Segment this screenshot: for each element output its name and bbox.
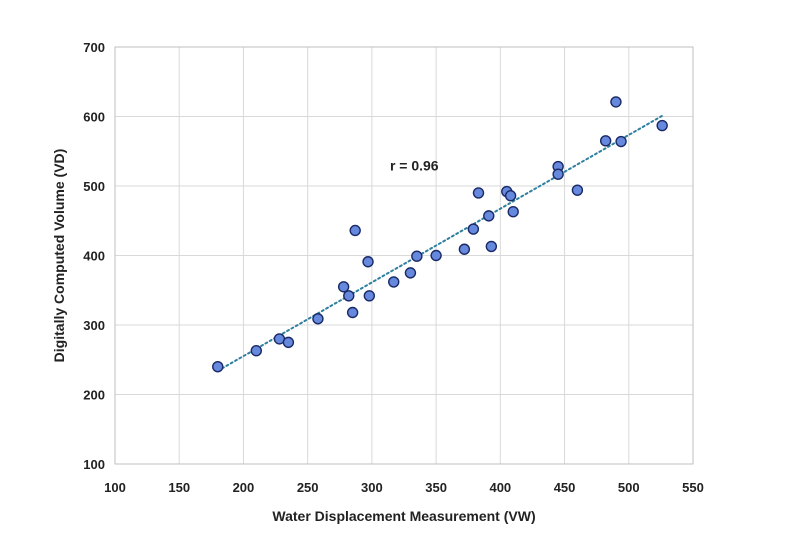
y-tick-label: 600 [83,110,105,125]
x-tick-label: 450 [554,480,576,495]
x-tick-label: 250 [297,480,319,495]
y-tick-label: 700 [83,40,105,55]
x-axis-tick-labels: 100 150 200 250 300 350 400 450 500 550 [104,480,704,495]
data-point [656,119,668,132]
y-axis-tick-labels: 100 200 300 400 500 600 700 [83,40,105,472]
data-point [337,281,350,293]
data-point [346,306,359,319]
x-tick-label: 550 [682,480,704,495]
data-point [404,267,417,279]
correlation-annotation: r = 0.96 [390,158,439,174]
y-axis-title: Digitally Computed Volume (VD) [51,149,67,363]
y-tick-label: 300 [83,318,105,333]
y-tick-label: 200 [83,388,105,403]
x-tick-label: 400 [489,480,511,495]
y-tick-label: 100 [83,457,105,472]
data-point [312,313,324,325]
x-tick-label: 500 [618,480,640,495]
data-point [250,345,262,357]
x-tick-label: 100 [104,480,126,495]
data-point [212,361,224,373]
data-point [467,223,480,235]
trendline [216,114,664,372]
data-point [552,168,564,180]
data-point [504,190,517,202]
data-point [349,224,361,237]
gridlines [114,46,694,465]
x-axis-title: Water Displacement Measurement (VW) [272,508,535,524]
data-point [411,250,423,262]
data-point [458,243,471,255]
x-tick-label: 200 [233,480,255,495]
x-tick-label: 150 [168,480,190,495]
y-tick-label: 500 [83,179,105,194]
data-points [212,96,668,373]
data-point [430,249,442,262]
data-point [599,135,612,147]
data-point [610,96,622,108]
data-point [363,290,376,302]
data-point [485,240,498,253]
data-point [507,206,519,218]
data-point [343,290,355,302]
data-point [615,135,627,148]
x-tick-label: 350 [425,480,447,495]
data-point [388,276,400,288]
data-point [282,336,295,349]
y-tick-label: 400 [83,249,105,264]
plot-area-frame [114,46,694,465]
data-point [472,187,485,199]
data-point [362,256,374,268]
x-tick-label: 300 [361,480,383,495]
data-point [571,184,584,196]
data-point [483,210,495,222]
